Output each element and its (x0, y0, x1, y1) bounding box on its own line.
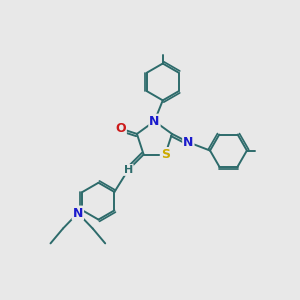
Text: H: H (124, 165, 133, 175)
Text: N: N (183, 136, 194, 149)
Text: O: O (115, 122, 126, 135)
Text: N: N (149, 115, 160, 128)
Text: N: N (73, 207, 83, 220)
Text: S: S (161, 148, 170, 161)
